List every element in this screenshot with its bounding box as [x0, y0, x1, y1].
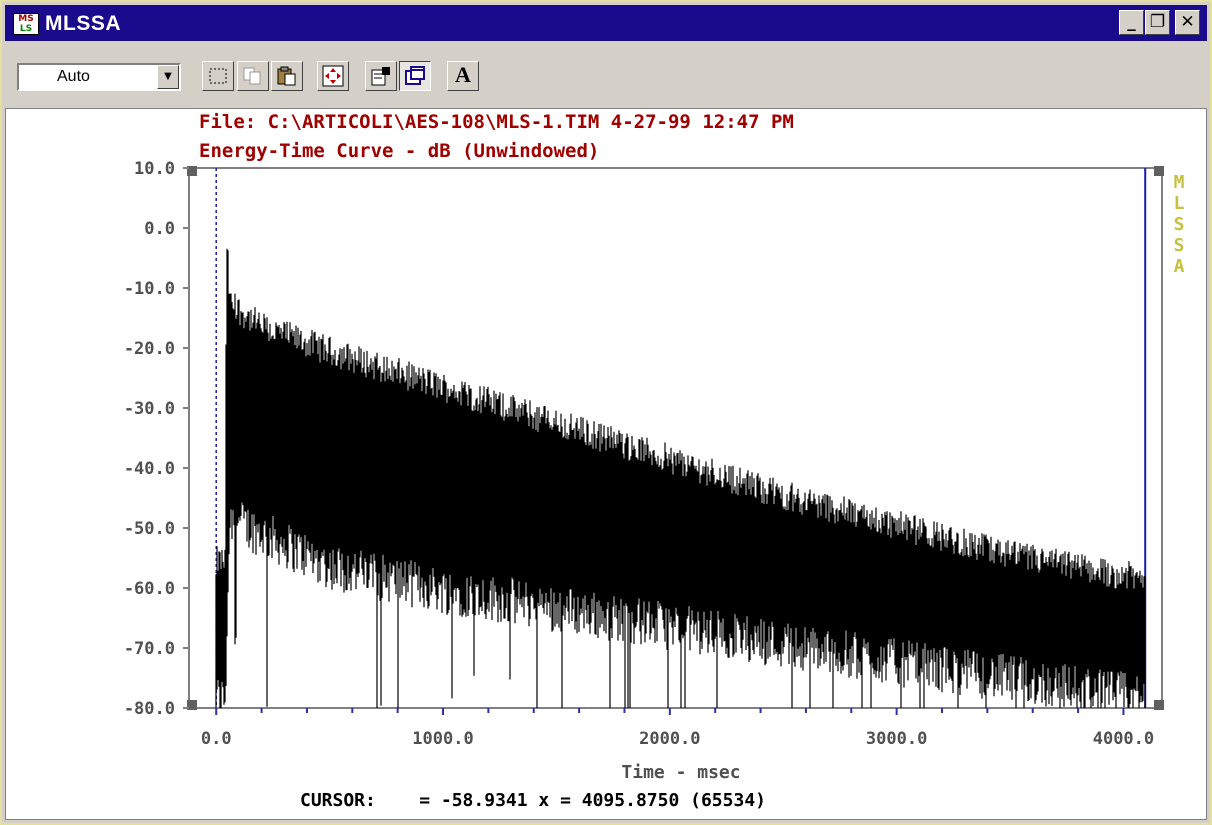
x-tick-label: 4000.0	[1093, 729, 1154, 749]
select-region-button[interactable]	[202, 61, 234, 91]
watermark-letter: S	[1174, 214, 1185, 235]
y-tick-label: 0.0	[144, 219, 175, 239]
select-region-icon	[209, 68, 227, 84]
logo-line-2: LS	[19, 24, 33, 34]
x-tick-label: 2000.0	[639, 729, 700, 749]
properties-icon	[371, 67, 390, 86]
dropdown-arrow-icon[interactable]: ▼	[157, 65, 179, 89]
cursor-readout: CURSOR: = -58.9341 x = 4095.8750 (65534)	[300, 790, 766, 811]
close-icon: ✕	[1180, 12, 1195, 32]
paste-icon	[277, 66, 296, 86]
corner-handle[interactable]	[1154, 166, 1164, 176]
y-tick-label: -20.0	[124, 339, 175, 359]
etc-trace	[215, 248, 1146, 708]
x-tick-label: 3000.0	[866, 729, 927, 749]
restore-icon: ❐	[1149, 12, 1166, 32]
copy-icon	[243, 67, 261, 85]
scale-mode-select[interactable]: Auto ▼	[17, 63, 181, 91]
properties-button[interactable]	[365, 61, 397, 91]
y-tick-label: -60.0	[124, 579, 175, 599]
minimize-icon: _	[1127, 12, 1136, 32]
window-icon	[405, 66, 425, 85]
minimize-button[interactable]: _	[1119, 10, 1144, 35]
scale-mode-value: Auto	[57, 68, 90, 85]
toolbar: Auto ▼ A	[5, 43, 1207, 91]
window-toggle-button[interactable]	[399, 61, 431, 91]
x-tick-label: 1000.0	[412, 729, 473, 749]
y-tick-label: -70.0	[124, 639, 175, 659]
x-tick-label: 0.0	[201, 729, 232, 749]
watermark-letter: L	[1174, 193, 1185, 214]
watermark-letter: S	[1174, 235, 1185, 256]
restore-button[interactable]: ❐	[1145, 10, 1170, 35]
font-icon: A	[455, 62, 471, 87]
close-button[interactable]: ✕	[1175, 10, 1200, 35]
font-button[interactable]: A	[447, 61, 479, 91]
plot-frame	[188, 167, 1163, 709]
logo-line-1: MS	[18, 14, 34, 24]
y-tick-label: -30.0	[124, 399, 175, 419]
watermark-letter: M	[1174, 172, 1185, 193]
zoom-fit-icon	[322, 65, 344, 87]
corner-handle[interactable]	[187, 166, 197, 176]
corner-handle[interactable]	[1154, 700, 1164, 710]
y-tick-label: -80.0	[124, 699, 175, 719]
y-tick-label: -50.0	[124, 519, 175, 539]
app-logo-icon[interactable]: MS LS	[13, 13, 39, 35]
paste-button[interactable]	[271, 61, 303, 91]
y-tick-label: -40.0	[124, 459, 175, 479]
copy-button[interactable]	[237, 61, 269, 91]
y-tick-label: 10.0	[134, 159, 175, 179]
corner-handle[interactable]	[187, 700, 197, 710]
chart-subtitle: Energy-Time Curve - dB (Unwindowed)	[199, 140, 599, 162]
title-bar[interactable]: MS LS MLSSA _ ❐ ✕	[5, 5, 1207, 41]
watermark-letter: A	[1174, 256, 1185, 277]
zoom-fit-button[interactable]	[317, 61, 349, 91]
x-axis-label: Time - msec	[621, 762, 740, 783]
etc-chart[interactable]: File: C:\ARTICOLI\AES-108\MLS-1.TIM 4-27…	[5, 108, 1207, 820]
file-path-label: File: C:\ARTICOLI\AES-108\MLS-1.TIM 4-27…	[199, 111, 794, 133]
window-title: MLSSA	[45, 12, 121, 35]
y-tick-label: -10.0	[124, 279, 175, 299]
